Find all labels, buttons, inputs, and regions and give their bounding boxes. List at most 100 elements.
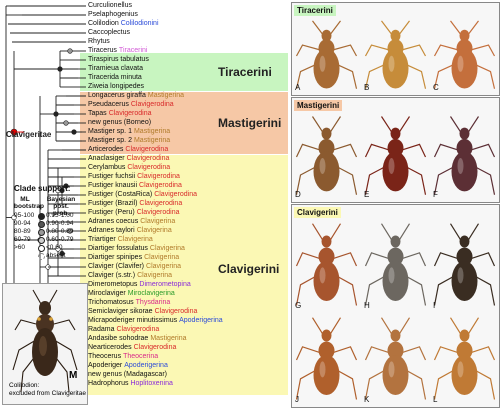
legend-col-ml: ML bootstrap <box>14 196 44 210</box>
taxon-label: Tiracerus Tiracerini <box>88 47 147 55</box>
support-node <box>67 48 73 54</box>
taxon-label: Tiraspirus tabulatus <box>88 56 149 64</box>
taxon-subtribe: Clavigerodina <box>136 209 180 216</box>
support-node <box>63 183 69 189</box>
taxon-name: Miroclaviger <box>88 290 126 297</box>
legend-bayes-value: <0.60 <box>46 244 63 251</box>
taxon-subtribe: Clavigerina <box>137 272 173 279</box>
taxon-name: Adranes coecus <box>88 218 139 225</box>
photo-letter: L <box>433 395 438 404</box>
taxon-subtribe: Mastigerina <box>147 92 185 99</box>
taxon-name: Cerylambus <box>88 164 126 171</box>
taxon-name: Dimerometopus <box>88 281 138 288</box>
support-node <box>55 246 61 252</box>
taxon-subtribe: Clavigerodina <box>133 344 177 351</box>
taxon-subtribe: Apoderigerina <box>124 362 168 369</box>
beetle-photo <box>433 116 496 195</box>
taxon-label: Miroclaviger Miroclavigerina <box>88 290 175 298</box>
support-node <box>63 120 69 126</box>
taxon-label: Nearticerodes Clavigerodina <box>88 344 176 352</box>
beetle-photo-cell: A <box>292 17 361 95</box>
taxon-label: Apoderiger Apoderigerina <box>88 362 168 370</box>
taxon-name: Radama <box>88 326 115 333</box>
taxon-label: new genus (Borneo) <box>88 119 151 127</box>
taxon-label: Caccoplectus <box>88 29 130 37</box>
taxon-subtribe: Apoderigerina <box>179 317 223 324</box>
taxon-name: Fustiger fuchsii <box>88 173 136 180</box>
taxon-label: Colilodion Colilodionini <box>88 20 159 28</box>
taxon-label: Tiracerida minuta <box>88 74 142 82</box>
taxon-name: Fustiger (Brazil) <box>88 200 138 207</box>
taxon-name: Theocerus <box>88 353 122 360</box>
photo-letter: K <box>364 395 370 404</box>
taxon-subtribe: Clavigerodina <box>154 308 198 315</box>
taxon-subtribe: Clavigerodina <box>139 182 182 189</box>
beetle-photo <box>433 223 496 306</box>
taxon-name: Triartiger <box>88 236 116 243</box>
photo-letter: H <box>364 301 370 310</box>
taxon-subtribe: Clavigerina <box>149 245 185 252</box>
band-mastigerini <box>80 92 288 154</box>
taxon-name: Fustiger (Peru) <box>88 209 135 216</box>
beetle-photo <box>295 223 358 306</box>
legend-support-symbol <box>38 253 45 260</box>
photo-panel-mastigerini: Mastigerini D E F <box>291 97 500 203</box>
taxon-label: Adranes taylori Clavigerina <box>88 227 172 235</box>
tribe-label-mastigerini: Mastigerini <box>218 116 282 130</box>
photo-panel-title: Mastigerini <box>294 100 343 111</box>
taxon-label: Ziweia longipedes <box>88 83 144 91</box>
taxon-name: Tiramieua clavata <box>88 65 143 72</box>
taxon-label: Cerylambus Clavigerodina <box>88 164 170 172</box>
legend-col-bayes: Bayesian post. prob. <box>46 196 76 217</box>
beetle-photo <box>364 317 427 400</box>
support-node <box>59 250 65 257</box>
photo-letter: I <box>433 301 436 310</box>
inset-caption-1: Colilodion: <box>9 382 40 389</box>
taxon-label: Fustiger fuchsii Clavigerodina <box>88 173 180 181</box>
taxon-name: Anaclasiger <box>88 155 125 162</box>
beetle-photo <box>364 116 427 195</box>
beetle-photo <box>433 20 496 89</box>
beetle-photo-cell: L <box>430 313 499 407</box>
taxon-subtribe: Clavigerodina <box>108 110 152 117</box>
taxon-label: Trichomatosus Thysdarina <box>88 299 170 307</box>
taxon-name: Diartiger fossulatus <box>88 245 148 252</box>
beetle-photo-cell: H <box>361 219 430 313</box>
taxon-subtribe: Clavigerodina <box>125 146 169 153</box>
beetle-photo-cell: G <box>292 219 361 313</box>
support-node <box>67 228 73 234</box>
taxon-name: Fustiger (CostaRica) <box>88 191 153 198</box>
support-node <box>71 129 77 135</box>
beetle-photo <box>364 20 427 89</box>
photo-panel-title: Clavigerini <box>294 207 341 218</box>
taxon-name: Claviger (s.str.) <box>88 272 136 279</box>
photo-letter: F <box>433 190 438 199</box>
taxon-subtribe: Clavigerodina <box>139 200 183 207</box>
taxon-subtribe: Dimerometopina <box>139 281 191 288</box>
taxon-name: Adranes taylori <box>88 227 135 234</box>
taxon-subtribe: Clavigerina <box>146 263 182 270</box>
photo-panel-clavigerini: Clavigerini G H I J K L <box>291 204 500 408</box>
taxon-subtribe: Tiracerini <box>118 47 148 54</box>
taxon-name: Mastiger sp. 1 <box>88 128 132 135</box>
taxon-label: Articerodes Clavigerodina <box>88 146 168 154</box>
band-tiracerini <box>80 53 288 91</box>
taxon-name: Diartiger spinipes <box>88 254 143 261</box>
beetle-photo-cell: F <box>430 112 499 202</box>
taxon-name: Longacerus giraffa <box>88 92 146 99</box>
taxon-label: Fustiger (CostaRica) Clavigerodina <box>88 191 197 199</box>
taxon-label: Diartiger spinipes Clavigerina <box>88 254 179 262</box>
beetle-photo-cell: J <box>292 313 361 407</box>
taxon-subtribe: Thysdarina <box>135 299 171 306</box>
legend-support-symbol <box>38 237 45 244</box>
inset-photo-panel: M Colilodion: excluded from Clavigeritae <box>2 283 88 405</box>
taxon-subtribe: Theocerina <box>123 353 159 360</box>
taxon-label: Andasibe sohodrae Mastigerina <box>88 335 187 343</box>
beetle-photo-cell: I <box>430 219 499 313</box>
taxon-name: Ziweia longipedes <box>88 83 145 90</box>
beetle-photo <box>295 116 358 195</box>
taxon-subtribe: Mastigerina <box>150 335 187 342</box>
beetle-photo <box>295 317 358 400</box>
taxon-name: Colilodion <box>88 20 119 27</box>
